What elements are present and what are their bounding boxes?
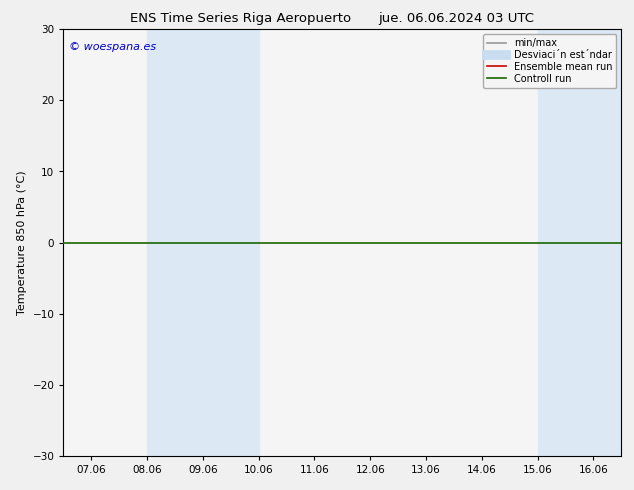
- Bar: [147, 29, 259, 456]
- Legend: min/max, Desviaci´n est´ndar, Ensemble mean run, Controll run: min/max, Desviaci´n est´ndar, Ensemble m…: [483, 34, 616, 88]
- Bar: [538, 29, 621, 456]
- Text: jue. 06.06.2024 03 UTC: jue. 06.06.2024 03 UTC: [378, 12, 534, 25]
- Y-axis label: Temperature 850 hPa (°C): Temperature 850 hPa (°C): [17, 170, 27, 315]
- Text: ENS Time Series Riga Aeropuerto: ENS Time Series Riga Aeropuerto: [131, 12, 351, 25]
- Text: © woespana.es: © woespana.es: [69, 42, 156, 52]
